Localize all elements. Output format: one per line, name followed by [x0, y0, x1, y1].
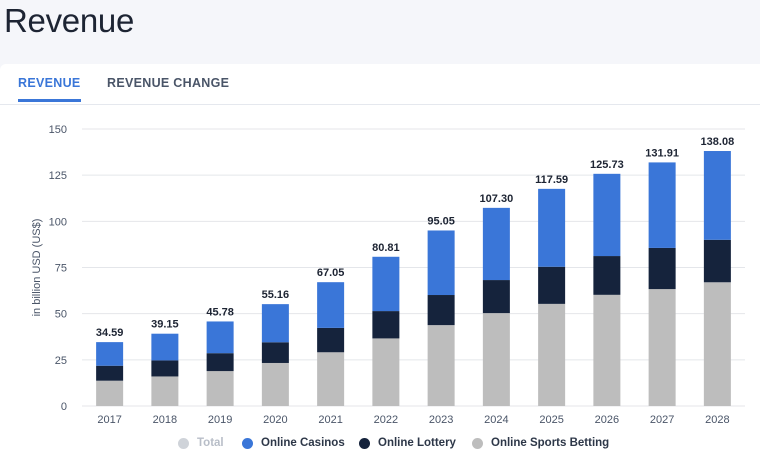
y-tick-label: 0 [61, 401, 67, 413]
y-tick-label: 50 [55, 309, 67, 321]
bar-online-casinos [261, 304, 289, 343]
bar-online-casinos [593, 173, 621, 257]
x-tick-label: 2028 [705, 414, 729, 426]
bar-online-sports-betting [206, 371, 234, 406]
data-label-total: 138.08 [701, 136, 735, 148]
x-tick-label: 2023 [429, 414, 453, 426]
legend-item-total[interactable]: Total [178, 437, 224, 449]
legend-item-online-lottery[interactable]: Online Lottery [359, 437, 456, 449]
y-tick-label: 25 [55, 355, 67, 367]
bar-online-casinos [538, 188, 566, 267]
legend-item-online-casinos[interactable]: Online Casinos [242, 437, 345, 449]
bar-online-sports-betting [261, 362, 289, 406]
bar-online-casinos [151, 333, 179, 361]
x-tick-label: 2025 [539, 414, 563, 426]
bar-online-lottery [538, 266, 566, 304]
data-label-total: 67.05 [317, 267, 345, 279]
legend-label-online-lottery: Online Lottery [378, 437, 456, 449]
x-tick-label: 2019 [208, 414, 232, 426]
bar-online-casinos [482, 207, 510, 281]
y-tick-label: 75 [55, 263, 67, 275]
legend-dot-online-sports-betting [472, 437, 483, 449]
bar-online-casinos [317, 282, 345, 328]
legend-dot-total [178, 437, 189, 449]
legend-label-online-sports-betting: Online Sports Betting [491, 437, 610, 449]
data-label-total: 107.30 [480, 193, 514, 205]
bar-online-sports-betting [96, 380, 124, 406]
data-label-total: 55.16 [262, 289, 290, 301]
bar-online-casinos [648, 162, 676, 248]
x-tick-label: 2027 [650, 414, 674, 426]
chart-legend: Total Online Casinos Online Lottery Onli… [0, 437, 760, 455]
data-label-total: 95.05 [427, 215, 455, 227]
legend-label-online-casinos: Online Casinos [261, 437, 345, 449]
y-tick-label: 100 [49, 216, 67, 228]
x-tick-label: 2021 [318, 414, 342, 426]
bar-online-lottery [703, 239, 731, 283]
bar-online-casinos [96, 342, 124, 366]
data-label-total: 39.15 [151, 319, 179, 331]
data-label-total: 131.91 [645, 147, 679, 159]
data-label-total: 117.59 [535, 174, 568, 186]
legend-label-total: Total [197, 437, 224, 449]
bar-online-lottery [317, 327, 345, 353]
bar-online-sports-betting [482, 313, 510, 406]
data-label-total: 34.59 [96, 327, 124, 339]
bar-online-sports-betting [538, 303, 566, 406]
bar-online-lottery [593, 256, 621, 295]
x-tick-label: 2018 [153, 414, 177, 426]
bar-online-lottery [372, 311, 400, 339]
bar-online-casinos [427, 230, 455, 296]
y-tick-label: 125 [49, 170, 67, 182]
x-tick-label: 2020 [263, 414, 287, 426]
data-label-total: 125.73 [590, 159, 624, 171]
bar-online-sports-betting [151, 376, 179, 406]
x-tick-label: 2026 [595, 414, 619, 426]
x-tick-label: 2024 [484, 414, 508, 426]
bar-online-lottery [648, 247, 676, 290]
bar-online-casinos [206, 321, 234, 354]
x-tick-label: 2017 [97, 414, 121, 426]
legend-item-online-sports-betting[interactable]: Online Sports Betting [472, 437, 609, 449]
y-axis-title: in billion USD (US$) [31, 219, 43, 317]
bar-online-sports-betting [372, 338, 400, 406]
tab-revenue[interactable]: REVENUE [18, 76, 81, 102]
bar-online-sports-betting [593, 294, 621, 406]
bar-online-lottery [261, 342, 289, 363]
bar-online-lottery [206, 353, 234, 372]
bar-online-sports-betting [703, 282, 731, 406]
bar-online-lottery [151, 360, 179, 377]
tab-bar: REVENUE REVENUE CHANGE [0, 64, 760, 105]
bar-online-sports-betting [427, 325, 455, 406]
data-label-total: 80.81 [372, 242, 400, 254]
bar-online-lottery [96, 365, 124, 381]
y-tick-label: 150 [49, 124, 67, 136]
bar-online-sports-betting [317, 352, 345, 406]
page-title: Revenue [4, 2, 134, 39]
bar-online-lottery [482, 280, 510, 314]
bar-online-sports-betting [648, 289, 676, 406]
x-tick-label: 2022 [374, 414, 398, 426]
legend-dot-online-casinos [242, 437, 253, 449]
bar-online-casinos [703, 151, 731, 240]
legend-dot-online-lottery [359, 437, 370, 449]
tab-revenue-change[interactable]: REVENUE CHANGE [107, 76, 230, 90]
bar-online-lottery [427, 295, 455, 326]
data-label-total: 45.78 [206, 306, 234, 318]
bar-online-casinos [372, 256, 400, 312]
